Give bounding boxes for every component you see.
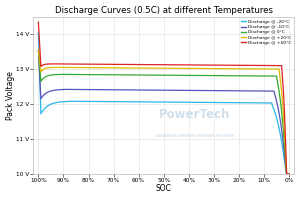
Text: PowerTech: PowerTech — [159, 108, 231, 121]
Text: ADVANCED ENERGY STORAGE SYSTEMS: ADVANCED ENERGY STORAGE SYSTEMS — [156, 134, 234, 138]
Y-axis label: Pack Voltage: Pack Voltage — [6, 71, 15, 120]
X-axis label: SOC: SOC — [156, 184, 172, 193]
Legend: Discharge @ -20°C, Discharge @ -10°C, Discharge @ 0°C, Discharge @ +20°C, Discha: Discharge @ -20°C, Discharge @ -10°C, Di… — [240, 19, 292, 46]
Title: Discharge Curves (0.5C) at different Temperatures: Discharge Curves (0.5C) at different Tem… — [55, 6, 273, 15]
